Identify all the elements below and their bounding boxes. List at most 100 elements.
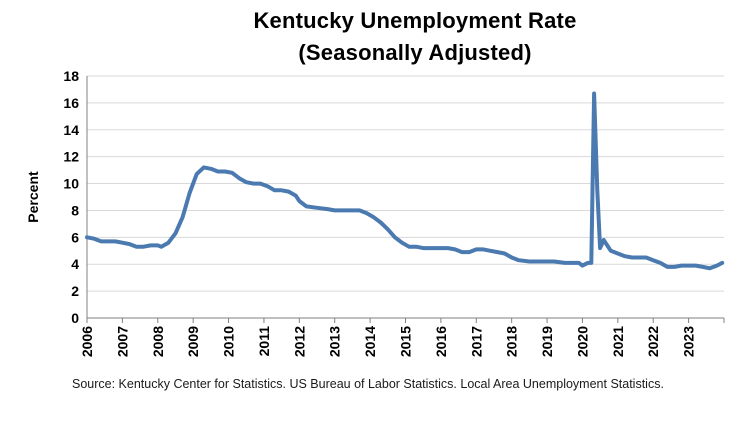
data-point (195, 173, 198, 175)
data-point (415, 245, 417, 248)
data-point (617, 252, 619, 255)
chart-title: Kentucky Unemployment Rate (253, 8, 577, 33)
data-point (100, 240, 102, 243)
data-point (160, 245, 163, 248)
data-point (539, 260, 541, 263)
y-axis-ticks: 0 2 4 6 8 10 12 14 16 18 (63, 68, 79, 326)
data-point (86, 236, 88, 239)
data-point (238, 177, 240, 179)
x-tick-label: 2008 (150, 326, 166, 357)
x-tick-label: 2006 (79, 326, 95, 357)
data-point (702, 266, 704, 268)
y-tick-label: 0 (71, 310, 79, 326)
data-point (408, 245, 410, 248)
data-point (266, 185, 269, 187)
data-point (590, 262, 593, 264)
data-point (114, 240, 117, 243)
data-point (224, 170, 226, 173)
data-point (231, 172, 233, 174)
data-point (721, 262, 723, 264)
data-point (295, 194, 297, 197)
data-point (461, 251, 463, 253)
data-point (326, 208, 329, 210)
data-point (422, 247, 425, 249)
data-point (652, 259, 654, 262)
data-point (489, 250, 492, 252)
x-tick-label: 2022 (645, 326, 661, 357)
source-note: Source: Kentucky Center for Statistics. … (72, 377, 664, 391)
x-tick-label: 2023 (681, 326, 697, 357)
y-tick-label: 4 (71, 256, 79, 272)
data-point (252, 182, 255, 185)
data-point (273, 189, 276, 192)
chart-subtitle: (Seasonally Adjusted) (298, 40, 532, 65)
data-point (401, 241, 403, 244)
data-point (217, 170, 219, 173)
y-tick-label: 14 (63, 122, 79, 138)
data-point (379, 221, 382, 224)
x-tick-label: 2007 (114, 326, 130, 357)
x-tick-label: 2017 (468, 326, 484, 357)
data-point (517, 259, 520, 262)
data-point (482, 248, 485, 251)
data-point (546, 260, 548, 263)
data-point (666, 266, 669, 268)
data-point (440, 247, 442, 249)
data-point (210, 168, 212, 170)
data-point (602, 239, 605, 241)
data-point (287, 190, 290, 193)
data-point (599, 247, 601, 249)
data-point (121, 241, 124, 244)
series-layer (85, 91, 725, 271)
data-point (638, 256, 640, 259)
series-line (85, 91, 725, 271)
data-point (694, 264, 697, 267)
data-point (433, 247, 435, 249)
y-tick-label: 16 (63, 95, 79, 111)
data-point (596, 189, 599, 192)
data-point (610, 250, 612, 252)
x-tick-label: 2021 (610, 326, 626, 357)
x-tick-label: 2019 (539, 326, 555, 357)
data-point (687, 264, 690, 267)
x-tick-label: 2011 (256, 326, 272, 357)
x-tick-label: 2015 (398, 326, 414, 357)
data-point (372, 216, 375, 218)
y-axis-label: Percent (25, 171, 41, 223)
data-point (135, 245, 138, 248)
data-point (203, 166, 205, 169)
data-point (341, 209, 343, 212)
y-tick-label: 12 (63, 149, 79, 165)
data-point (245, 181, 248, 183)
data-point (475, 248, 478, 251)
data-point (358, 209, 361, 212)
x-tick-label: 2010 (221, 326, 237, 357)
data-point (174, 232, 177, 235)
data-point (510, 256, 513, 259)
data-point (128, 243, 131, 245)
x-tick-label: 2018 (504, 326, 520, 357)
data-point (593, 92, 595, 95)
x-tick-label: 2012 (291, 326, 307, 357)
data-point (709, 267, 711, 270)
data-point (167, 241, 170, 244)
y-tick-label: 18 (63, 68, 79, 84)
data-point (645, 256, 647, 259)
data-point (316, 207, 318, 209)
data-point (659, 262, 662, 264)
x-tick-label: 2009 (185, 326, 201, 357)
data-point (624, 255, 626, 257)
data-point (365, 212, 368, 214)
data-point (454, 248, 456, 251)
data-point (333, 209, 336, 212)
data-point (447, 247, 449, 249)
data-point (571, 262, 573, 264)
x-tick-label: 2013 (327, 326, 343, 357)
data-point (93, 237, 95, 240)
data-point (716, 264, 718, 267)
data-point (188, 192, 191, 194)
x-tick-label: 2016 (433, 326, 449, 357)
data-point (181, 216, 184, 218)
